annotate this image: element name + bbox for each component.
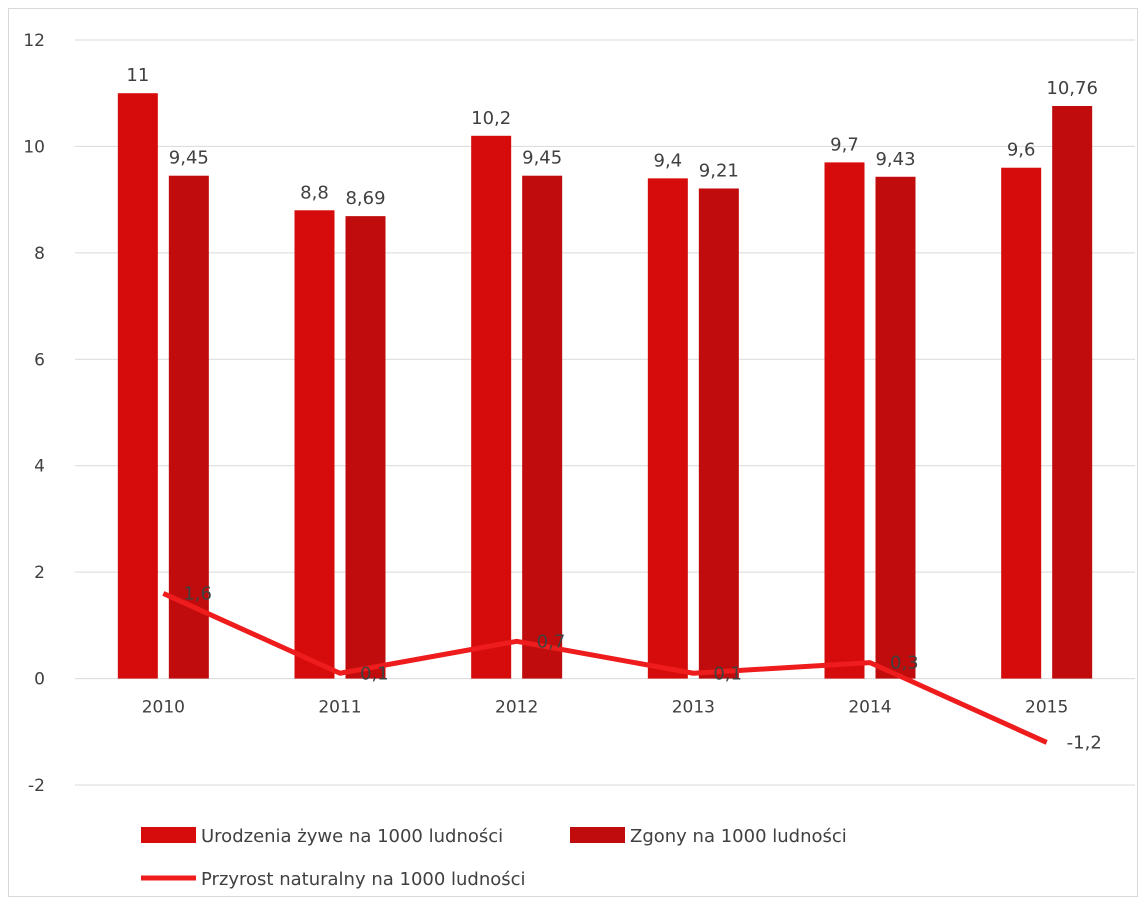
data-label: 9,7 — [830, 134, 859, 155]
data-label: 10,76 — [1046, 78, 1098, 99]
bar-births-2012 — [471, 135, 512, 679]
data-label: 9,4 — [654, 150, 683, 171]
data-label: 0,7 — [537, 631, 566, 652]
bar-deaths-2015 — [1052, 105, 1093, 679]
data-label: 0,1 — [713, 663, 742, 684]
y-tick-label: -2 — [28, 776, 45, 796]
x-tick-label: 2014 — [848, 698, 891, 718]
x-tick-label: 2015 — [1025, 698, 1068, 718]
data-label: 8,8 — [300, 182, 329, 203]
data-label: 9,6 — [1007, 140, 1036, 161]
data-label: 9,21 — [699, 160, 739, 181]
series-line-population-growth — [162, 591, 1048, 745]
bar-deaths-2014 — [875, 176, 916, 679]
legend-births-label: Urodzenia żywe na 1000 ludności — [201, 826, 503, 847]
y-tick-label: 8 — [34, 244, 45, 264]
data-label: -1,2 — [1067, 732, 1102, 753]
y-tick-label: 0 — [34, 670, 45, 690]
bar-births-2011 — [294, 210, 335, 679]
data-label: 0,1 — [360, 663, 389, 684]
y-tick-label: 12 — [23, 31, 45, 51]
data-label: 1,6 — [183, 583, 212, 604]
bar-births-2013 — [647, 178, 688, 679]
legend-deaths-label: Zgony na 1000 ludności — [630, 826, 847, 847]
x-tick-label: 2013 — [672, 698, 715, 718]
data-label: 10,2 — [471, 108, 511, 129]
y-tick-label: 10 — [23, 137, 45, 157]
legend-deaths-swatch — [570, 827, 625, 843]
legend-births-swatch — [141, 827, 196, 843]
data-label: 0,3 — [890, 653, 919, 674]
y-tick-label: 4 — [34, 457, 45, 477]
bar-deaths-2011 — [345, 216, 386, 679]
bar-births-2015 — [1001, 167, 1042, 679]
data-label: 9,43 — [875, 149, 915, 170]
bar-births-2010 — [117, 93, 158, 679]
x-tick-label: 2010 — [142, 698, 185, 718]
data-label: 9,45 — [522, 148, 562, 169]
x-tick-label: 2012 — [495, 698, 538, 718]
data-label: 9,45 — [169, 148, 209, 169]
bar-births-2014 — [824, 162, 865, 679]
y-tick-label: 2 — [34, 563, 45, 583]
bar-deaths-2013 — [698, 188, 739, 679]
data-label: 8,69 — [345, 188, 385, 209]
legend-growth-label: Przyrost naturalny na 1000 ludności — [201, 869, 526, 890]
y-tick-label: 6 — [34, 350, 45, 370]
bar-deaths-2012 — [522, 175, 563, 679]
bar-deaths-2010 — [168, 175, 209, 679]
x-tick-label: 2011 — [318, 698, 361, 718]
data-label: 11 — [126, 65, 149, 86]
